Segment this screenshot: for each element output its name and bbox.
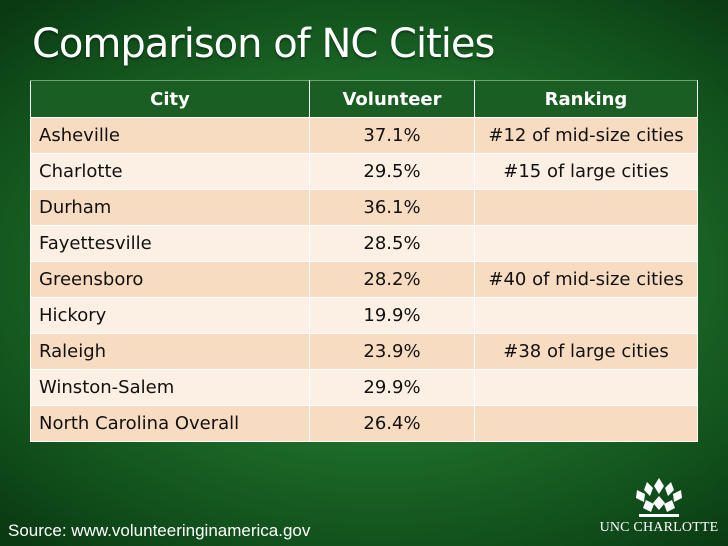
volunteer-cell: 23.9% [309, 333, 475, 370]
unc-charlotte-logo: UNC CHARLOTTE [593, 476, 725, 542]
volunteer-cell: 29.5% [309, 153, 475, 190]
volunteer-cell: 19.9% [309, 297, 475, 334]
comparison-table-container: City Volunteer Ranking Asheville 37.1% #… [30, 80, 698, 442]
ranking-cell [474, 297, 698, 334]
unc-charlotte-crown-icon [636, 478, 682, 517]
ranking-cell [474, 225, 698, 262]
table-header-row: City Volunteer Ranking [30, 80, 698, 118]
city-cell: Fayettesville [30, 225, 310, 262]
volunteer-cell: 26.4% [309, 405, 475, 442]
ranking-cell [474, 369, 698, 406]
column-header-city: City [30, 80, 310, 118]
city-cell: Asheville [30, 117, 310, 154]
table-row: Charlotte 29.5% #15 of large cities [30, 153, 698, 190]
comparison-table: City Volunteer Ranking Asheville 37.1% #… [30, 80, 698, 442]
volunteer-cell: 36.1% [309, 189, 475, 226]
slide-title: Comparison of NC Cities [32, 21, 495, 67]
volunteer-cell: 29.9% [309, 369, 475, 406]
table-row: Hickory 19.9% [30, 297, 698, 334]
ranking-cell [474, 405, 698, 442]
table-row: Asheville 37.1% #12 of mid-size cities [30, 117, 698, 154]
ranking-cell: #40 of mid-size cities [474, 261, 698, 298]
ranking-cell: #15 of large cities [474, 153, 698, 190]
table-row: North Carolina Overall 26.4% [30, 405, 698, 442]
logo-text: UNC CHARLOTTE [599, 520, 719, 535]
ranking-cell: #12 of mid-size cities [474, 117, 698, 154]
source-citation: Source: www.volunteeringinamerica.gov [8, 521, 311, 540]
column-header-volunteer: Volunteer [309, 80, 475, 118]
city-cell: Hickory [30, 297, 310, 334]
city-cell: Charlotte [30, 153, 310, 190]
volunteer-cell: 28.5% [309, 225, 475, 262]
ranking-cell [474, 189, 698, 226]
city-cell: Raleigh [30, 333, 310, 370]
city-cell: Winston-Salem [30, 369, 310, 406]
city-cell: North Carolina Overall [30, 405, 310, 442]
table-row: Raleigh 23.9% #38 of large cities [30, 333, 698, 370]
ranking-cell: #38 of large cities [474, 333, 698, 370]
city-cell: Greensboro [30, 261, 310, 298]
volunteer-cell: 37.1% [309, 117, 475, 154]
table-row: Winston-Salem 29.9% [30, 369, 698, 406]
table-row: Durham 36.1% [30, 189, 698, 226]
city-cell: Durham [30, 189, 310, 226]
volunteer-cell: 28.2% [309, 261, 475, 298]
table-row: Greensboro 28.2% #40 of mid-size cities [30, 261, 698, 298]
column-header-ranking: Ranking [474, 80, 698, 118]
table-row: Fayettesville 28.5% [30, 225, 698, 262]
